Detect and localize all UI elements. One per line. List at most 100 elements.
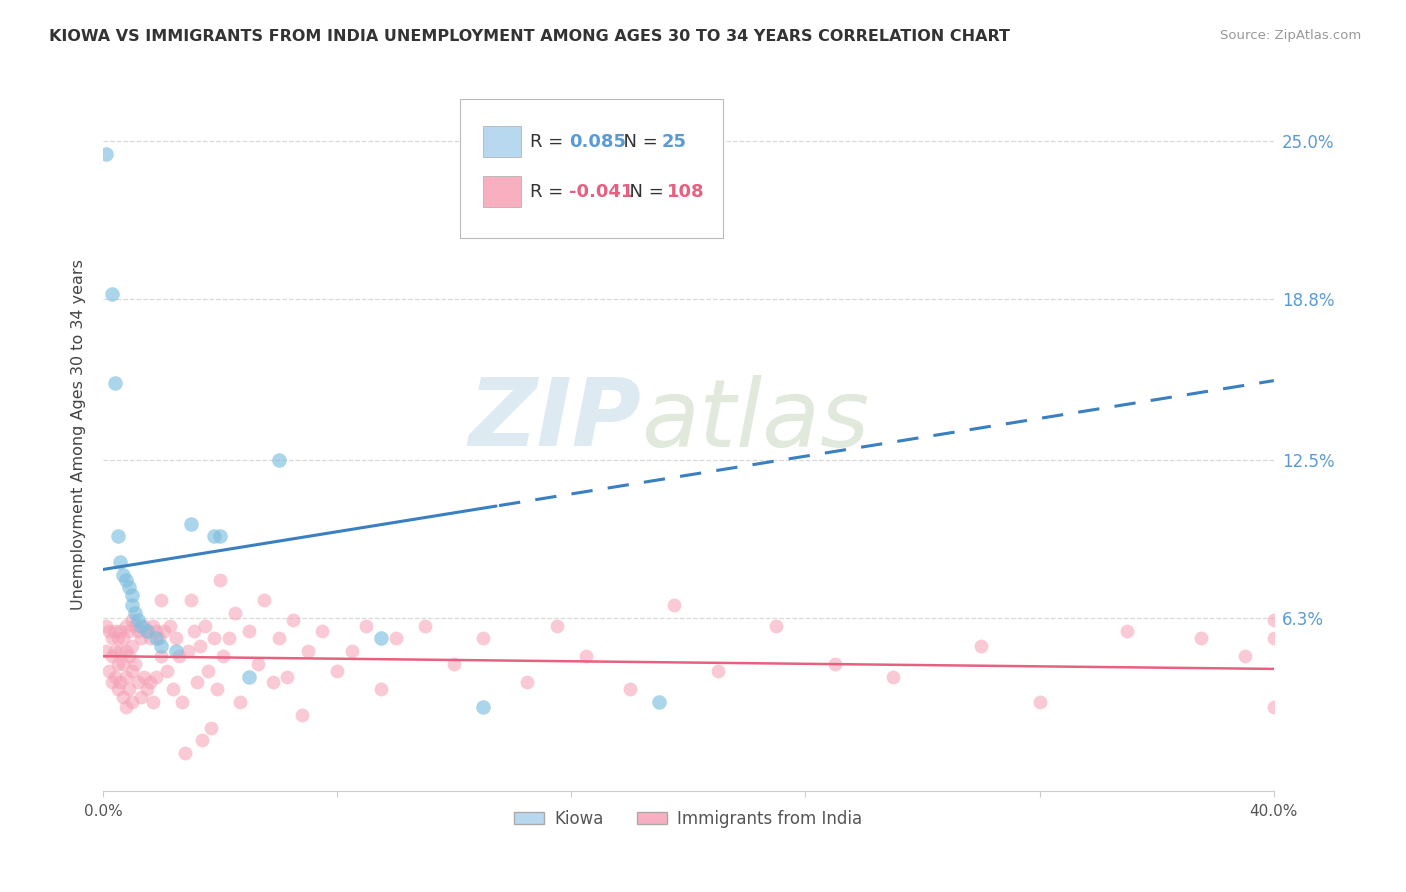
Point [212, 649, 235, 664]
Point [135, 682, 157, 697]
Point [516, 674, 538, 689]
Point [150, 593, 173, 607]
Point [311, 624, 333, 638]
Point [165, 644, 187, 658]
Point [94, 147, 117, 161]
Point [135, 624, 157, 638]
Point [238, 669, 260, 683]
Point [202, 632, 225, 646]
Point [180, 516, 202, 531]
Point [121, 665, 143, 679]
Point [118, 649, 141, 664]
Point [575, 649, 598, 664]
Point [139, 632, 162, 646]
Point [173, 746, 195, 760]
Text: 108: 108 [668, 183, 704, 201]
Point [110, 644, 132, 658]
Point [142, 618, 165, 632]
Point [202, 529, 225, 543]
FancyBboxPatch shape [460, 99, 724, 238]
Point [262, 674, 284, 689]
Point [97, 624, 120, 638]
Text: 0.085: 0.085 [569, 133, 626, 151]
Point [107, 632, 129, 646]
Point [247, 657, 270, 671]
Point [135, 624, 157, 638]
Point [110, 555, 132, 569]
Point [124, 606, 146, 620]
Point [208, 573, 231, 587]
Point [121, 598, 143, 612]
Point [183, 624, 205, 638]
Point [145, 669, 167, 683]
Point [706, 665, 728, 679]
Point [224, 606, 246, 620]
Text: R =: R = [530, 133, 569, 151]
Point [180, 593, 202, 607]
Point [1189, 632, 1212, 646]
Point [107, 529, 129, 543]
Point [356, 618, 378, 632]
Point [384, 632, 406, 646]
Point [148, 632, 170, 646]
Point [1263, 632, 1285, 646]
Point [112, 690, 135, 704]
Point [340, 644, 363, 658]
Point [218, 632, 240, 646]
Point [177, 644, 200, 658]
Point [118, 624, 141, 638]
Text: 25: 25 [661, 133, 686, 151]
Point [159, 618, 181, 632]
Point [115, 573, 138, 587]
Point [115, 700, 138, 714]
Point [104, 644, 127, 658]
Point [150, 639, 173, 653]
Text: N =: N = [619, 183, 669, 201]
Point [100, 649, 122, 664]
Point [197, 665, 219, 679]
Point [132, 669, 155, 683]
Point [1263, 614, 1285, 628]
Point [121, 639, 143, 653]
Point [619, 682, 641, 697]
Text: -0.041: -0.041 [569, 183, 633, 201]
FancyBboxPatch shape [484, 176, 520, 207]
Y-axis label: Unemployment Among Ages 30 to 34 years: Unemployment Among Ages 30 to 34 years [72, 259, 86, 610]
Point [121, 588, 143, 602]
Point [139, 674, 162, 689]
Point [121, 614, 143, 628]
Point [129, 632, 152, 646]
Point [115, 644, 138, 658]
Point [127, 674, 149, 689]
Point [104, 624, 127, 638]
Point [104, 669, 127, 683]
Point [142, 695, 165, 709]
Point [662, 598, 685, 612]
Point [150, 649, 173, 664]
Point [1028, 695, 1050, 709]
Point [283, 614, 305, 628]
Point [443, 657, 465, 671]
Point [153, 624, 176, 638]
Point [100, 287, 122, 301]
Point [167, 649, 190, 664]
Point [472, 632, 495, 646]
Point [107, 657, 129, 671]
Point [165, 632, 187, 646]
Point [267, 453, 290, 467]
Point [115, 618, 138, 632]
Point [127, 614, 149, 628]
Point [94, 618, 117, 632]
Text: KIOWA VS IMMIGRANTS FROM INDIA UNEMPLOYMENT AMONG AGES 30 TO 34 YEARS CORRELATIO: KIOWA VS IMMIGRANTS FROM INDIA UNEMPLOYM… [49, 29, 1010, 44]
Point [100, 674, 122, 689]
Point [208, 529, 231, 543]
Point [118, 580, 141, 594]
Point [132, 618, 155, 632]
Point [97, 665, 120, 679]
Text: ZIP: ZIP [468, 374, 641, 467]
Point [107, 682, 129, 697]
Point [170, 695, 193, 709]
Text: N =: N = [612, 133, 664, 151]
Point [326, 665, 349, 679]
Point [110, 674, 132, 689]
